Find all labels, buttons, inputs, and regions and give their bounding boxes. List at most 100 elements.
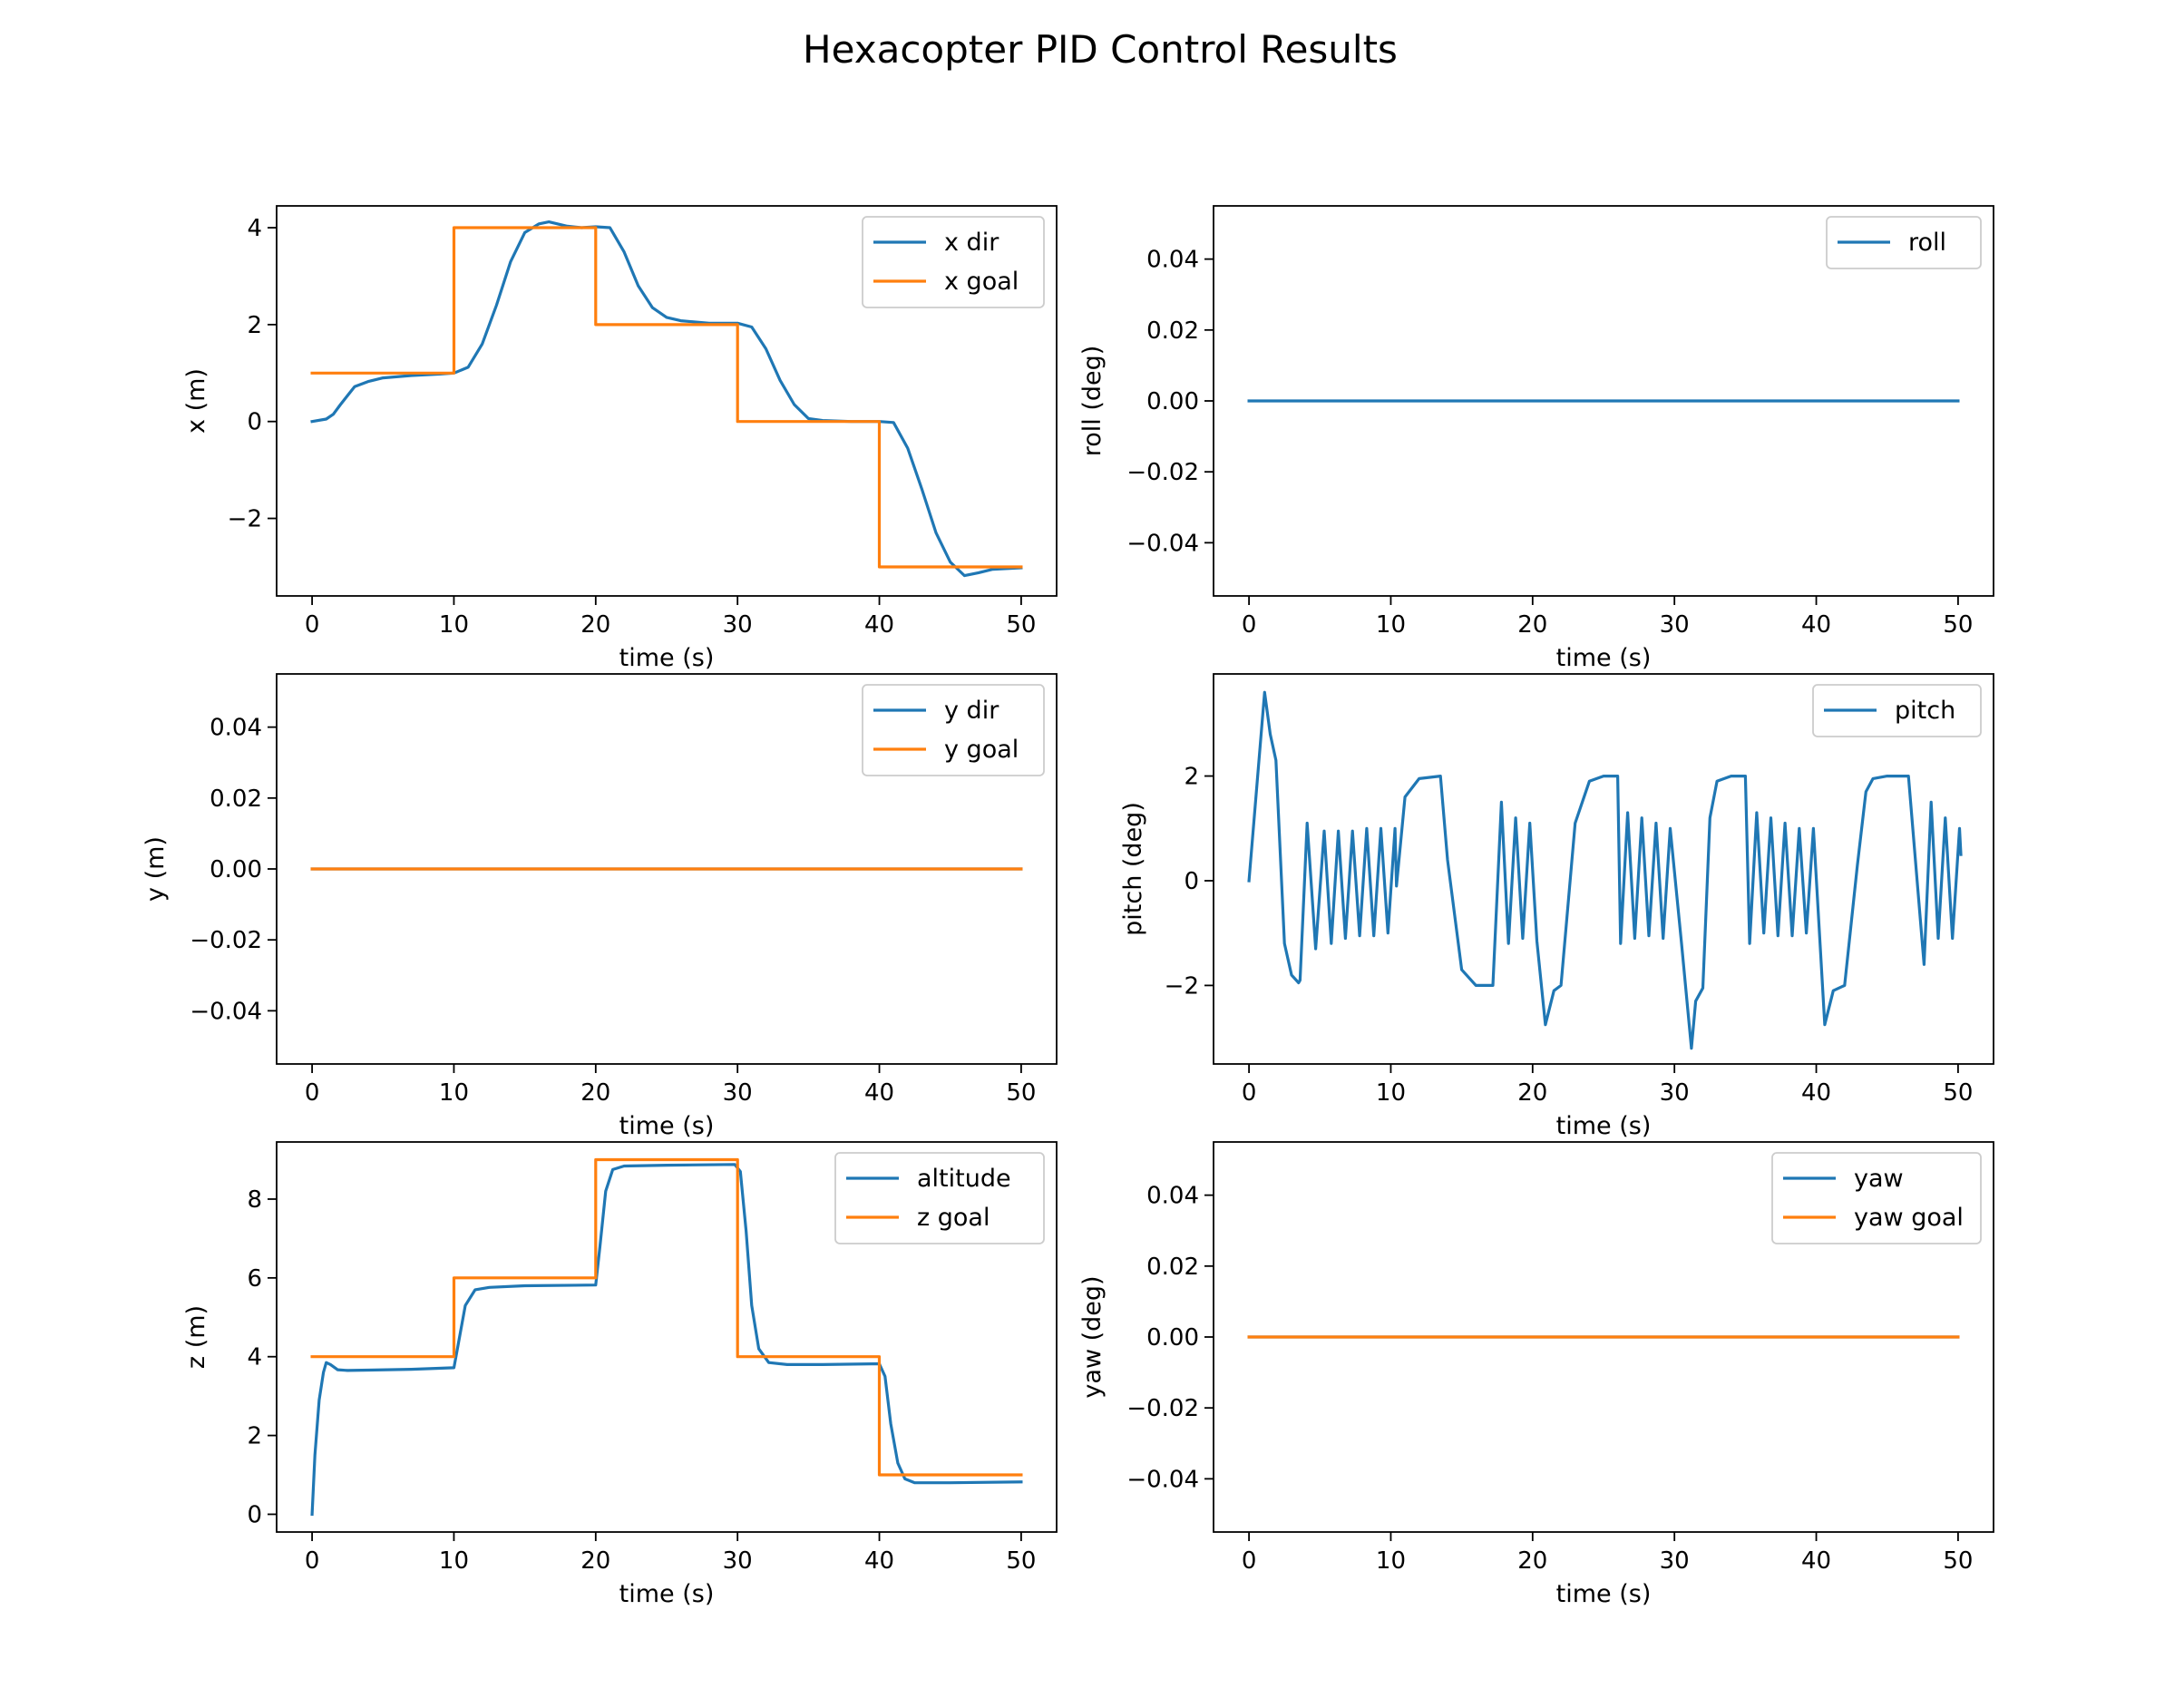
x-tick-label: 20 (1517, 1079, 1547, 1107)
series-line-1 (310, 1163, 1023, 1517)
legend-label: pitch (1895, 697, 1955, 725)
x-tick-label: 40 (864, 611, 894, 639)
x-tick-label: 10 (439, 611, 469, 639)
y-tick-label: 6 (247, 1265, 262, 1293)
y-tick-label: −0.02 (1126, 459, 1199, 486)
y-tick-label: 0.00 (1146, 388, 1199, 415)
legend: x dir x goal (862, 216, 1045, 308)
x-tick-label: 30 (1660, 1547, 1690, 1575)
legend-label: y dir (944, 697, 999, 725)
subplot-3: 0 10 20 30 40 50 −0.04 −0.02 0.00 0.02 0.04 time (s… (141, 673, 1058, 1140)
x-axis-label: time (s) (619, 644, 715, 672)
x-axis-label: time (s) (619, 1580, 715, 1608)
legend: pitch (1812, 684, 1982, 737)
y-axis-label: yaw (deg) (1078, 1275, 1107, 1398)
y-tick-label: −0.04 (190, 998, 262, 1025)
legend-label: y goal (944, 736, 1019, 764)
legend-label: altitude (917, 1165, 1011, 1193)
subplot-6: 0 10 20 30 40 50 −0.04 −0.02 0.00 0.02 0.04 time (s… (1078, 1141, 1994, 1608)
legend: roll (1826, 216, 1982, 269)
subplot-2: 0 10 20 30 40 50 −0.04 −0.02 0.00 0.02 0.04 time (s… (1078, 205, 1994, 672)
y-axis-label: roll (deg) (1078, 346, 1107, 457)
series-line-1 (310, 220, 1023, 578)
x-tick-label: 10 (439, 1079, 469, 1107)
y-axis-label: y (m) (141, 836, 170, 902)
y-tick-label: −2 (228, 506, 262, 533)
x-tick-label: 50 (1943, 611, 1973, 639)
x-tick-label: 40 (864, 1079, 894, 1107)
series-line-2 (310, 226, 1023, 569)
x-axis-label: time (s) (619, 1112, 715, 1140)
x-tick-label: 30 (723, 611, 753, 639)
x-tick-label: 50 (1943, 1547, 1973, 1575)
series-line-1 (1247, 690, 1963, 1050)
x-tick-label: 50 (1943, 1079, 1973, 1107)
y-tick-label: −0.04 (1126, 530, 1199, 557)
y-tick-label: 2 (247, 312, 262, 339)
y-tick-label: 4 (247, 1344, 262, 1371)
legend: y dir y goal (862, 684, 1045, 776)
x-tick-label: 20 (580, 1547, 610, 1575)
series-line-2 (310, 1157, 1023, 1477)
x-axis-label: time (s) (1556, 1112, 1652, 1140)
legend-box (1826, 216, 1982, 269)
y-tick-label: 0.02 (210, 786, 262, 813)
y-tick-label: 0 (247, 409, 262, 436)
y-tick-label: 8 (247, 1186, 262, 1214)
x-tick-label: 0 (305, 611, 320, 639)
y-tick-label: 0.02 (1146, 317, 1199, 345)
y-tick-label: 0.02 (1146, 1254, 1199, 1281)
y-tick-label: 0 (1184, 868, 1199, 895)
x-tick-label: 20 (1517, 611, 1547, 639)
legend-box (862, 684, 1045, 776)
x-tick-label: 50 (1006, 1547, 1036, 1575)
legend-label: x dir (944, 229, 999, 257)
legend-box (1771, 1152, 1982, 1244)
y-axis-label: z (m) (182, 1305, 210, 1369)
plot-frame (276, 1141, 1058, 1533)
x-tick-label: 40 (1801, 1547, 1831, 1575)
y-tick-label: 0.00 (210, 856, 262, 883)
x-tick-label: 50 (1006, 611, 1036, 639)
x-axis-label: time (s) (1556, 1580, 1652, 1608)
x-tick-label: 40 (864, 1547, 894, 1575)
y-axis-label: x (m) (182, 368, 210, 434)
x-tick-label: 0 (1242, 1547, 1257, 1575)
legend-box (862, 216, 1045, 308)
y-tick-label: 0.04 (1146, 1183, 1199, 1210)
y-tick-label: 2 (247, 1423, 262, 1450)
x-tick-label: 50 (1006, 1079, 1036, 1107)
x-tick-label: 0 (1242, 1079, 1257, 1107)
y-tick-label: −2 (1165, 972, 1199, 1000)
x-tick-label: 20 (1517, 1547, 1547, 1575)
x-tick-label: 0 (305, 1079, 320, 1107)
subplot-4: 0 10 20 30 40 50 −2 0 2 time (s) pitch (deg) pitch (1119, 673, 1994, 1140)
legend: altitude z goal (834, 1152, 1045, 1244)
y-tick-label: 4 (247, 215, 262, 242)
y-tick-label: −0.02 (1126, 1395, 1199, 1422)
legend-label: roll (1908, 229, 1946, 257)
plot-frame (276, 205, 1058, 597)
figure-title: Hexacopter PID Control Results (803, 27, 1398, 72)
y-tick-label: 2 (1184, 764, 1199, 791)
legend-label: yaw goal (1854, 1204, 1964, 1232)
legend-label: z goal (917, 1204, 990, 1232)
x-tick-label: 20 (580, 611, 610, 639)
x-tick-label: 30 (1660, 1079, 1690, 1107)
x-tick-label: 0 (1242, 611, 1257, 639)
x-tick-label: 20 (580, 1079, 610, 1107)
y-tick-label: −0.04 (1126, 1466, 1199, 1493)
subplot-1: 0 10 20 30 40 50 −2 0 2 4 time (s) x (m) x dir x goal (182, 205, 1058, 672)
x-tick-label: 0 (305, 1547, 320, 1575)
x-tick-label: 10 (1376, 1547, 1406, 1575)
legend-label: yaw (1854, 1165, 1904, 1193)
plot-frame (1213, 673, 1994, 1065)
x-tick-label: 40 (1801, 611, 1831, 639)
x-tick-label: 40 (1801, 1079, 1831, 1107)
y-tick-label: 0.04 (210, 715, 262, 742)
y-tick-label: 0 (247, 1501, 262, 1528)
legend: yaw yaw goal (1771, 1152, 1982, 1244)
